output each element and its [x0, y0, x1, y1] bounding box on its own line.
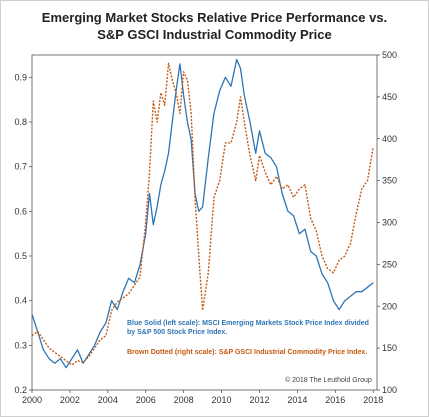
y-right-tick-label: 300: [382, 218, 397, 228]
series-line-brown: [31, 62, 374, 366]
x-tick-label: 2004: [98, 395, 118, 405]
x-tick-label: 2016: [325, 395, 345, 405]
chart-axes: 2000 2002 2004 2006 2008 2010 2012 2014 2016 2018…: [14, 50, 397, 405]
x-tick-label: 2002: [60, 395, 80, 405]
y-left-tick-label: 0.8: [14, 117, 27, 127]
copyright-note: © 2018 The Leuthold Group: [285, 376, 372, 384]
chart-title-line-1: Emerging Market Stocks Relative Price Pe…: [41, 10, 388, 25]
y-right-tick-label: 450: [382, 92, 397, 102]
x-tick-label: 2018: [363, 395, 383, 405]
y-left-tick-label: 0.3: [14, 340, 27, 350]
y-left-tick-label: 0.7: [14, 162, 27, 172]
y-left-tick-label: 0.6: [14, 206, 27, 216]
x-tick-label: 2008: [174, 395, 194, 405]
x-tick-label: 2006: [136, 395, 156, 405]
y-right-tick-label: 200: [382, 301, 397, 311]
annotation-blue-line-1: Blue Solid (left scale): MSCI Emerging M…: [127, 320, 369, 327]
x-tick-label: 2014: [287, 395, 307, 405]
chart-title-line-2: S&P GSCI Industrial Commodity Price: [97, 27, 332, 42]
x-tick-label: 2012: [249, 395, 269, 405]
x-tick-label: 2000: [22, 395, 42, 405]
y-left-tick-label: 0.5: [14, 251, 27, 261]
y-left-tick-label: 0.4: [14, 296, 27, 306]
annotation-brown: Brown Dotted (right scale): S&P GSCI Ind…: [127, 349, 367, 356]
plot-border: [31, 54, 378, 391]
y-right-tick-label: 400: [382, 134, 397, 144]
y-right-tick-label: 250: [382, 259, 397, 269]
y-right-tick-label: 100: [382, 385, 397, 395]
annotation-blue-line-2: by S&P 500 Stock Price Index.: [127, 329, 227, 336]
y-right-tick-label: 350: [382, 176, 397, 186]
y-right-tick-label: 150: [382, 343, 397, 353]
chart-annotations: Blue Solid (left scale): MSCI Emerging M…: [127, 320, 372, 384]
y-right-tick-label: 500: [382, 50, 397, 60]
y-left-tick-label: 0.2: [14, 385, 27, 395]
chart-series: [31, 58, 374, 369]
y-left-tick-label: 0.9: [14, 72, 27, 82]
x-tick-label: 2010: [212, 395, 232, 405]
